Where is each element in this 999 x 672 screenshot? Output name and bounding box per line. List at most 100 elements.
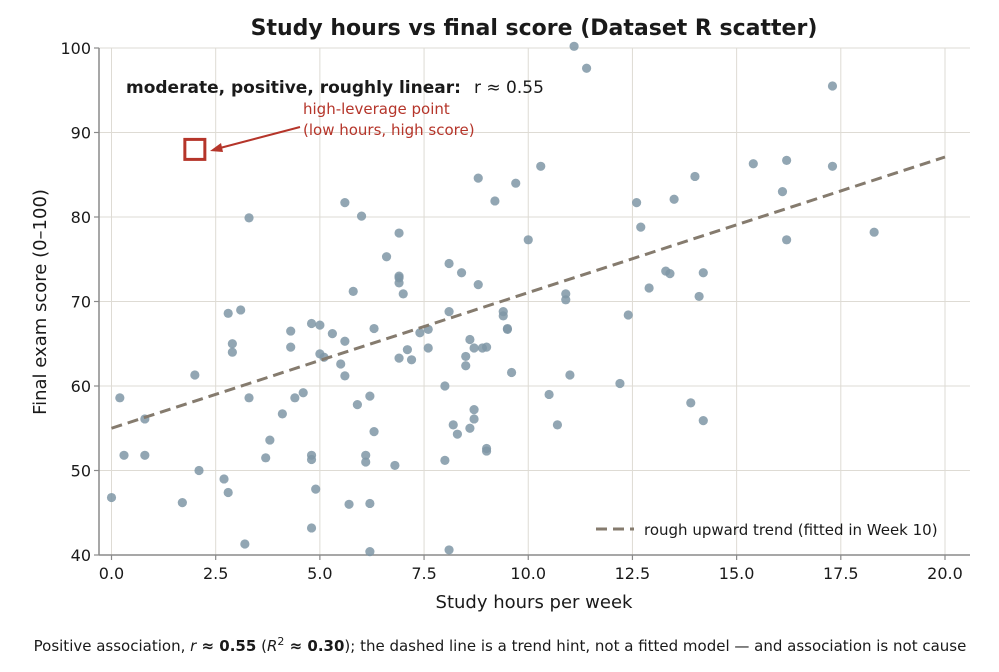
- data-point: [227, 339, 237, 349]
- data-point: [444, 258, 454, 269]
- caption-part3: ); the dashed line is a trend hint, not …: [344, 637, 966, 655]
- data-point: [569, 41, 579, 51]
- data-point: [190, 370, 200, 380]
- data-point: [452, 429, 463, 439]
- data-point: [506, 367, 517, 378]
- data-point: [473, 280, 483, 290]
- data-point: [461, 361, 471, 371]
- data-point: [511, 178, 521, 188]
- data-point: [194, 465, 204, 476]
- data-point: [398, 289, 408, 299]
- caption-r-symbol: r: [190, 637, 197, 655]
- data-point: [394, 228, 404, 238]
- y-tick-label: 100: [60, 39, 91, 58]
- data-point: [265, 435, 275, 445]
- x-tick-label: 7.5: [411, 564, 436, 583]
- data-point: [694, 291, 704, 302]
- data-point: [406, 355, 417, 365]
- data-point: [219, 474, 229, 484]
- data-point: [665, 269, 675, 279]
- data-point: [448, 420, 458, 430]
- leverage-arrow-line: [219, 126, 301, 149]
- data-point: [777, 187, 788, 197]
- data-point: [306, 523, 317, 533]
- data-point: [352, 399, 362, 410]
- data-point: [244, 213, 254, 223]
- data-point: [286, 342, 296, 352]
- data-point: [481, 446, 492, 456]
- data-point: [669, 194, 679, 204]
- data-point: [361, 450, 371, 460]
- caption-r2-value: ≈ 0.30: [284, 637, 344, 655]
- trend-line: [111, 155, 946, 430]
- caption-r2-superscript: 2: [277, 635, 284, 648]
- data-point: [440, 381, 450, 391]
- data-point: [690, 171, 700, 182]
- y-axis-ticks: 40 50 60 70 80 90 100: [60, 39, 99, 565]
- data-point: [236, 305, 246, 315]
- data-point: [298, 388, 308, 398]
- legend: rough upward trend (fitted in Week 10): [596, 521, 938, 539]
- caption-r-value: ≈ 0.55: [196, 637, 256, 655]
- data-point: [523, 235, 533, 245]
- data-point: [698, 268, 708, 278]
- data-point: [581, 63, 592, 73]
- x-tick-label: 17.5: [823, 564, 859, 583]
- data-point: [240, 539, 250, 549]
- data-point: [444, 307, 454, 317]
- data-point: [244, 393, 254, 403]
- data-point: [565, 370, 575, 380]
- chart-title: Study hours vs final score (Dataset R sc…: [251, 16, 818, 41]
- data-point: [827, 81, 838, 91]
- data-point: [748, 159, 758, 169]
- data-point: [469, 414, 479, 424]
- data-point: [340, 371, 350, 381]
- x-tick-label: 15.0: [719, 564, 755, 583]
- data-point: [615, 378, 625, 389]
- data-point: [340, 336, 350, 346]
- x-tick-label: 12.5: [615, 564, 651, 583]
- data-point: [456, 268, 467, 278]
- data-point: [481, 342, 492, 352]
- data-point: [177, 498, 187, 508]
- data-point: [348, 286, 358, 296]
- caption-part2: (: [256, 637, 267, 655]
- data-point: [286, 326, 296, 336]
- data-point: [336, 359, 346, 369]
- data-point: [223, 487, 233, 498]
- caption-r2-symbol: R: [267, 637, 277, 655]
- data-point: [827, 161, 838, 171]
- data-point: [306, 454, 317, 465]
- leverage-annotation-line2: (low hours, high score): [303, 121, 475, 139]
- data-point: [140, 450, 150, 460]
- y-tick-label: 80: [71, 208, 91, 227]
- data-point: [115, 393, 125, 403]
- data-point: [552, 420, 563, 430]
- data-point: [361, 457, 371, 467]
- data-point: [311, 484, 321, 494]
- data-point: [469, 343, 479, 353]
- data-point: [465, 423, 475, 433]
- data-point: [394, 278, 404, 288]
- data-point: [365, 498, 375, 509]
- data-points: [106, 41, 879, 557]
- data-point: [473, 173, 483, 183]
- legend-label: rough upward trend (fitted in Week 10): [644, 521, 938, 539]
- x-axis-ticks: 0.0 2.5 5.0 7.5 10.0 12.5 15.0 17.5 20.0: [99, 555, 963, 583]
- y-tick-label: 60: [71, 377, 91, 396]
- x-tick-label: 0.0: [99, 564, 124, 583]
- data-point: [365, 391, 375, 401]
- data-point: [444, 545, 454, 555]
- data-point: [632, 198, 642, 208]
- data-point: [782, 155, 792, 165]
- y-tick-label: 70: [71, 293, 91, 312]
- data-point: [227, 347, 237, 357]
- grid-lines: [99, 47, 970, 556]
- x-axis-label: Study hours per week: [436, 592, 634, 613]
- correlation-note-r: r ≈ 0.55: [474, 78, 544, 98]
- data-point: [869, 227, 879, 237]
- data-point: [365, 547, 375, 557]
- data-point: [356, 211, 367, 221]
- data-point: [698, 416, 708, 426]
- data-point: [390, 460, 400, 471]
